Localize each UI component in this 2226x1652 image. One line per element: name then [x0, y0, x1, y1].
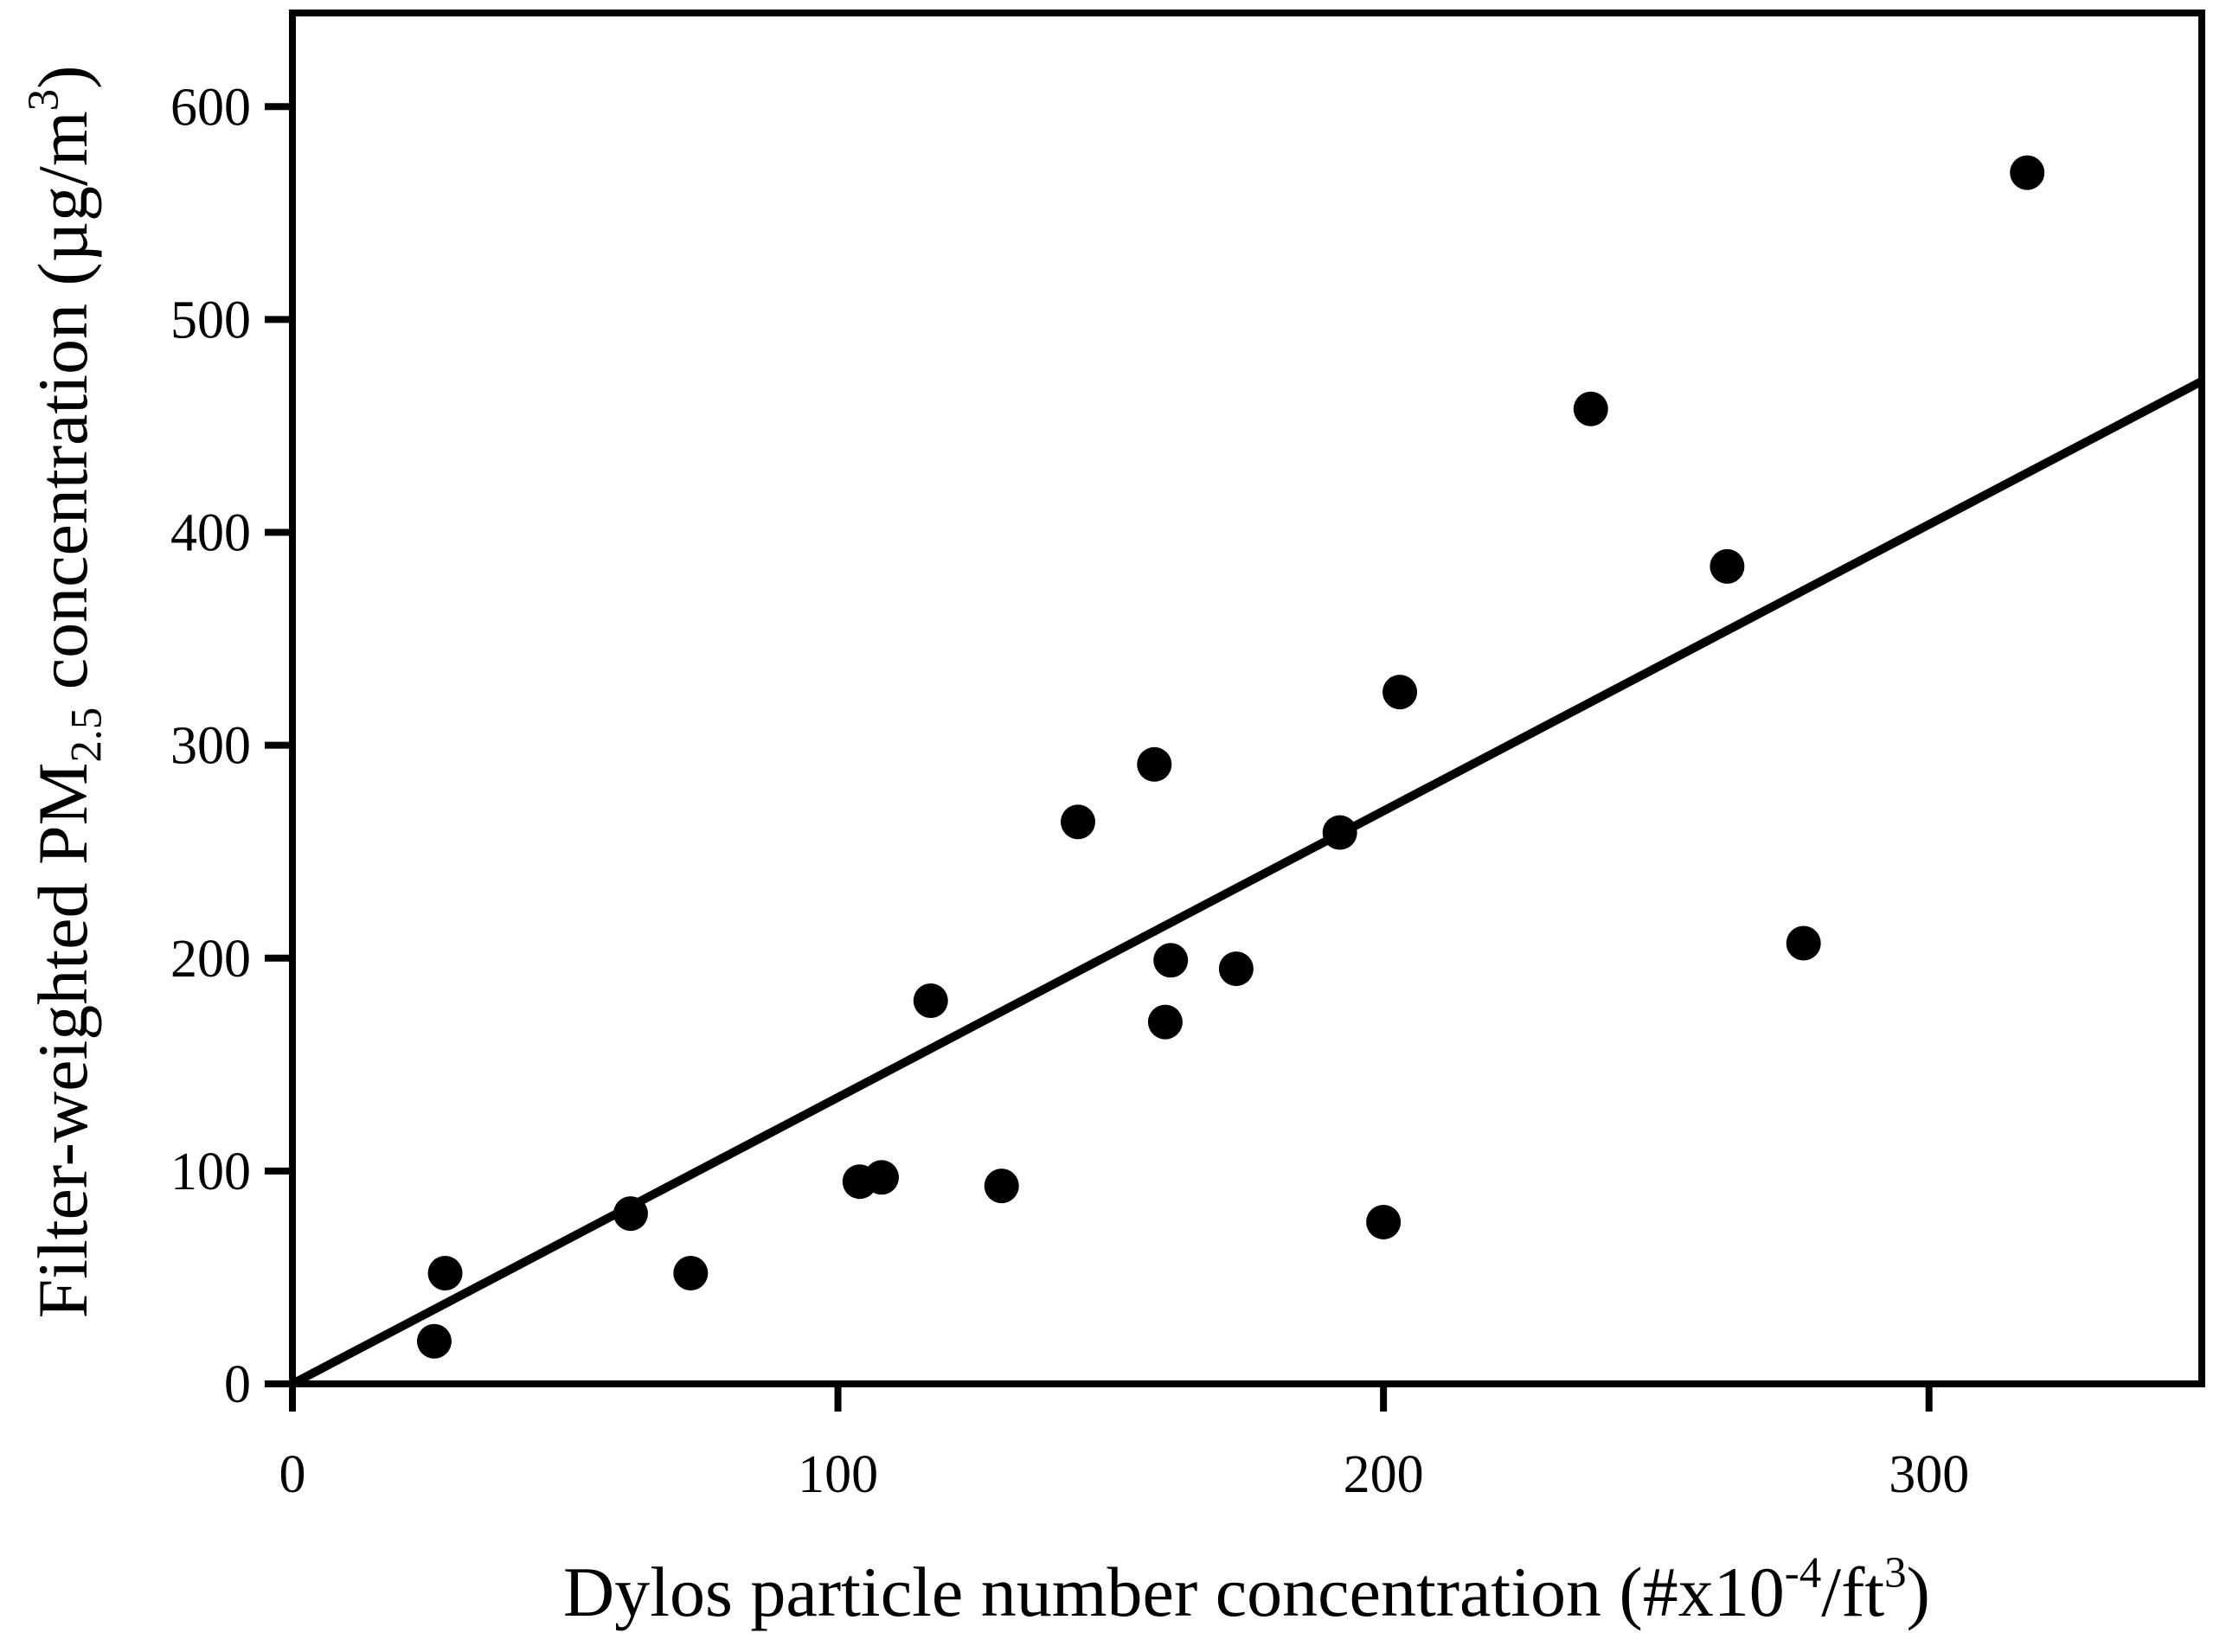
- data-point: [984, 1169, 1019, 1204]
- data-point: [1218, 951, 1254, 987]
- data-point: [1382, 675, 1418, 710]
- data-point: [613, 1196, 648, 1232]
- x-tick-label: 200: [1344, 1445, 1424, 1504]
- x-tick-label: 300: [1889, 1445, 1969, 1504]
- y-axis: 0 100 200 300 400 500 600: [170, 78, 292, 1414]
- axis-title-sub: 2.5: [62, 708, 111, 763]
- data-point: [1322, 815, 1357, 850]
- data-point: [1366, 1204, 1402, 1239]
- data-point: [416, 1323, 452, 1359]
- y-tick-label: 500: [170, 291, 251, 349]
- data-point: [2010, 155, 2045, 190]
- axis-title-text: Filter-weighted PM: [23, 763, 102, 1319]
- data-point: [1786, 925, 1821, 961]
- y-tick-label: 600: [170, 78, 251, 137]
- axis-title-text: Dylos particle number concentration (#x1…: [563, 1553, 1785, 1631]
- y-tick-label: 300: [170, 717, 251, 776]
- data-points-group: [416, 155, 2045, 1359]
- data-point: [1710, 548, 1745, 584]
- axis-title-sup: 3: [20, 89, 68, 112]
- axis-title-text: ): [23, 66, 102, 89]
- axis-title-sup: 3: [1884, 1549, 1907, 1598]
- axis-title-text: /ft: [1821, 1553, 1884, 1631]
- x-tick-label: 0: [279, 1445, 306, 1504]
- y-tick-label: 400: [170, 504, 251, 563]
- data-point: [673, 1256, 709, 1291]
- data-point: [864, 1160, 900, 1195]
- y-tick-label: 200: [170, 930, 251, 989]
- x-axis-title: Dylos particle number concentration (#x1…: [563, 1549, 1930, 1631]
- axis-title-sup: -4: [1785, 1549, 1821, 1598]
- data-point: [1573, 391, 1608, 426]
- data-point: [1137, 746, 1172, 782]
- y-axis-title: Filter-weighted PM2.5 concentration (µg/…: [20, 66, 111, 1319]
- data-point: [913, 983, 948, 1018]
- axis-title-text: concentration (µg/m: [23, 111, 102, 707]
- x-axis: 0 100 200 300: [279, 1384, 1969, 1504]
- y-tick-label: 0: [224, 1355, 251, 1414]
- data-point: [1147, 1004, 1183, 1040]
- x-tick-label: 100: [798, 1445, 878, 1504]
- trend-line-group: [290, 377, 2204, 1388]
- data-point: [1153, 943, 1189, 978]
- data-point: [427, 1256, 463, 1291]
- trend-line: [290, 377, 2204, 1388]
- plot-border: [289, 10, 2205, 1387]
- y-tick-label: 100: [170, 1143, 251, 1201]
- axis-title-text: ): [1907, 1553, 1930, 1631]
- data-point: [1061, 804, 1096, 840]
